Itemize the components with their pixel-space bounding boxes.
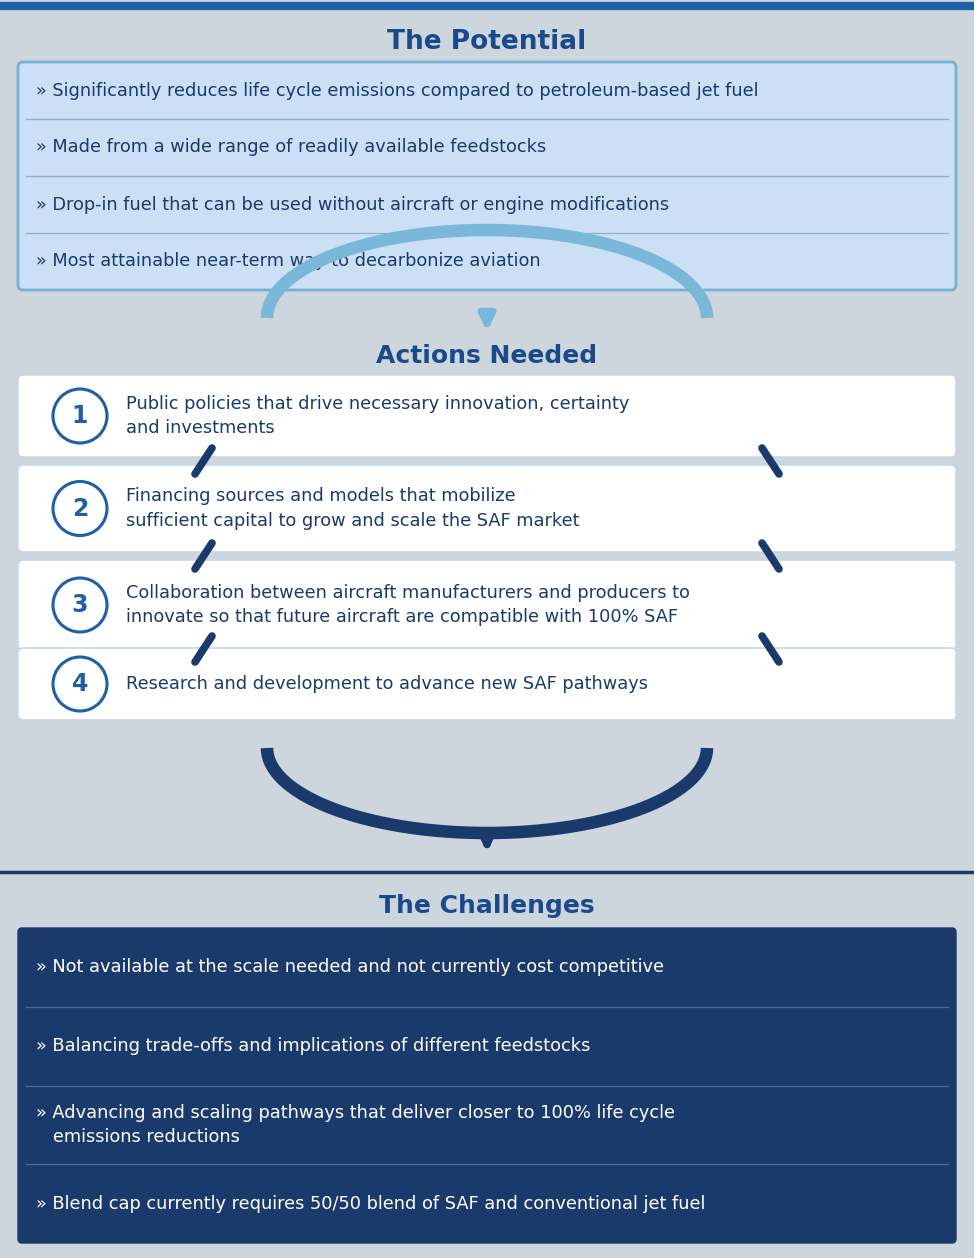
- Circle shape: [53, 577, 107, 632]
- Text: » Balancing trade-offs and implications of different feedstocks: » Balancing trade-offs and implications …: [36, 1037, 590, 1055]
- Text: Collaboration between aircraft manufacturers and producers to
innovate so that f: Collaboration between aircraft manufactu…: [126, 584, 690, 626]
- Text: Research and development to advance new SAF pathways: Research and development to advance new …: [126, 676, 648, 693]
- Text: Public policies that drive necessary innovation, certainty
and investments: Public policies that drive necessary inn…: [126, 395, 629, 437]
- Text: 4: 4: [72, 672, 89, 696]
- Circle shape: [53, 389, 107, 443]
- FancyBboxPatch shape: [18, 928, 956, 1243]
- Text: » Made from a wide range of readily available feedstocks: » Made from a wide range of readily avai…: [36, 138, 546, 156]
- Text: » Drop-in fuel that can be used without aircraft or engine modifications: » Drop-in fuel that can be used without …: [36, 195, 669, 214]
- Circle shape: [53, 482, 107, 536]
- Text: » Most attainable near-term way to decarbonize aviation: » Most attainable near-term way to decar…: [36, 253, 541, 270]
- Text: Actions Needed: Actions Needed: [376, 343, 598, 369]
- FancyBboxPatch shape: [18, 375, 956, 457]
- FancyBboxPatch shape: [18, 62, 956, 291]
- Text: The Potential: The Potential: [388, 29, 586, 55]
- FancyBboxPatch shape: [18, 560, 956, 650]
- Circle shape: [53, 657, 107, 711]
- Text: 3: 3: [72, 593, 89, 616]
- Text: » Advancing and scaling pathways that deliver closer to 100% life cycle
   emiss: » Advancing and scaling pathways that de…: [36, 1103, 675, 1146]
- Text: » Blend cap currently requires 50/50 blend of SAF and conventional jet fuel: » Blend cap currently requires 50/50 ble…: [36, 1195, 705, 1213]
- Text: 1: 1: [72, 404, 89, 428]
- Text: 2: 2: [72, 497, 89, 521]
- Text: » Not available at the scale needed and not currently cost competitive: » Not available at the scale needed and …: [36, 959, 664, 976]
- FancyBboxPatch shape: [18, 465, 956, 552]
- Text: Financing sources and models that mobilize
sufficient capital to grow and scale : Financing sources and models that mobili…: [126, 487, 580, 530]
- Text: The Challenges: The Challenges: [379, 894, 595, 918]
- Text: » Significantly reduces life cycle emissions compared to petroleum-based jet fue: » Significantly reduces life cycle emiss…: [36, 82, 759, 99]
- FancyBboxPatch shape: [18, 648, 956, 720]
